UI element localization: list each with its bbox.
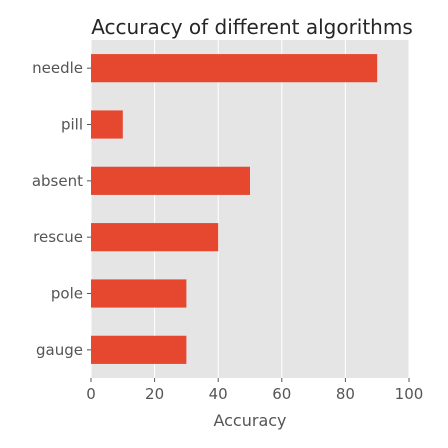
x-tick-label: 100 bbox=[395, 385, 424, 403]
bars bbox=[91, 54, 378, 364]
y-axis: gauge pole rescue absent pill needle bbox=[32, 59, 91, 359]
chart-title: Accuracy of different algorithms bbox=[91, 15, 413, 39]
y-tick-label: absent bbox=[32, 172, 83, 190]
y-tick-label: pole bbox=[51, 285, 83, 303]
bar-gauge bbox=[91, 335, 187, 364]
y-tick-label: gauge bbox=[36, 341, 83, 359]
x-axis-label: Accuracy bbox=[213, 411, 286, 430]
plot-background bbox=[91, 40, 409, 378]
x-tick-label: 40 bbox=[209, 385, 228, 403]
x-axis: 0 20 40 60 80 100 bbox=[86, 378, 423, 403]
y-tick-label: rescue bbox=[33, 228, 83, 246]
x-tick-label: 20 bbox=[145, 385, 164, 403]
x-tick-label: 60 bbox=[272, 385, 291, 403]
gridlines bbox=[90, 40, 410, 378]
y-tick-label: pill bbox=[61, 116, 83, 134]
x-tick-label: 80 bbox=[336, 385, 355, 403]
bar-pill bbox=[91, 110, 123, 139]
x-tick-label: 0 bbox=[86, 385, 96, 403]
bar-rescue bbox=[91, 223, 219, 252]
y-tick-label: needle bbox=[32, 59, 83, 77]
bar-absent bbox=[91, 166, 250, 195]
bar-pole bbox=[91, 279, 187, 308]
bar-needle bbox=[91, 54, 378, 83]
